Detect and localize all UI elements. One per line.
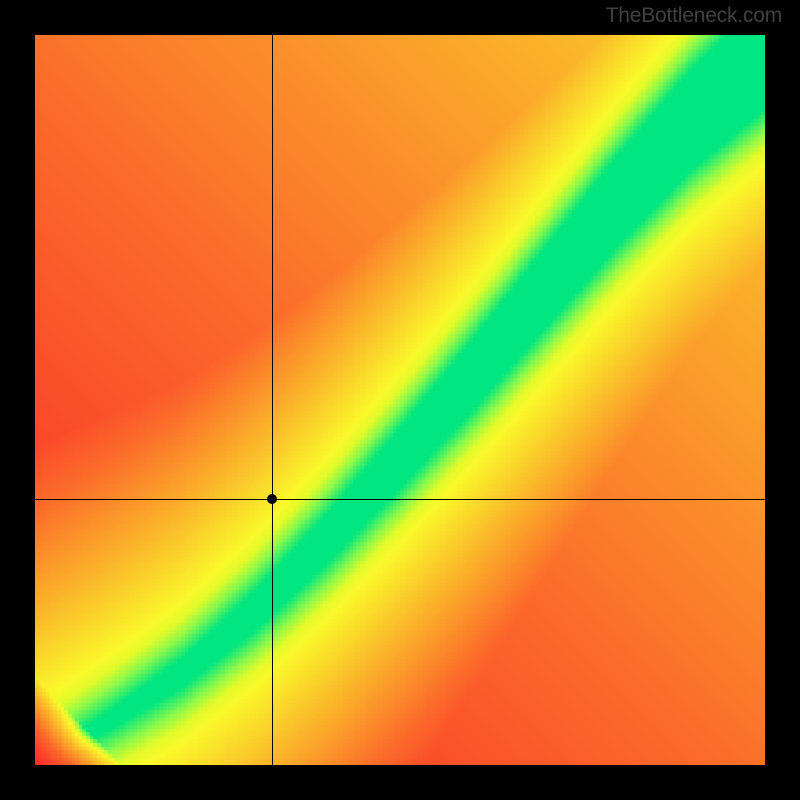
crosshair-vertical bbox=[272, 35, 273, 765]
figure-root: TheBottleneck.com bbox=[0, 0, 800, 800]
heatmap-canvas bbox=[35, 35, 765, 765]
plot-area bbox=[35, 35, 765, 765]
attribution-text: TheBottleneck.com bbox=[606, 4, 782, 28]
marker-dot bbox=[267, 494, 277, 504]
crosshair-horizontal bbox=[35, 499, 765, 500]
